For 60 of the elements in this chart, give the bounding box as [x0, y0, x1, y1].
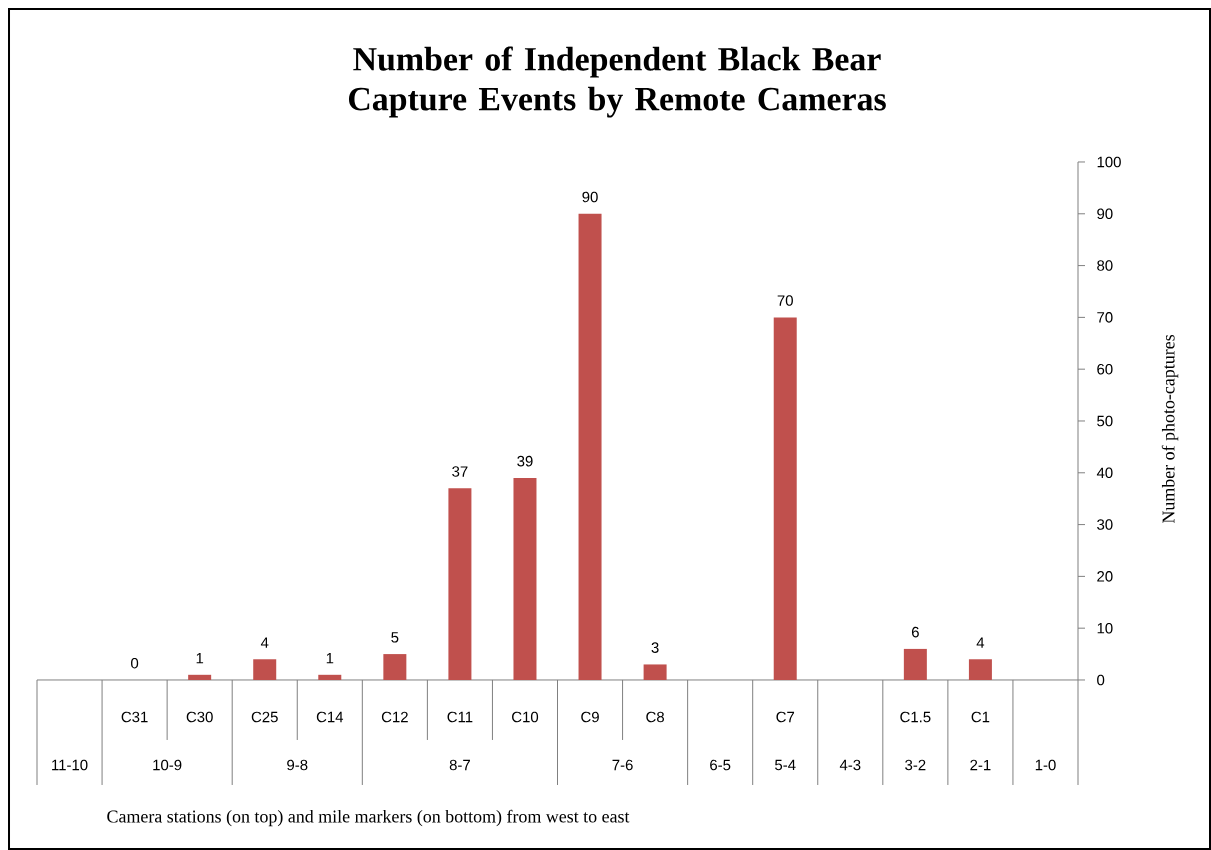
y-tick-label: 100 [1097, 156, 1121, 168]
y-tick-label: 70 [1097, 312, 1113, 323]
bar [968, 659, 992, 680]
text: 3-2 [905, 759, 926, 771]
text: 9-8 [287, 759, 308, 771]
bar [903, 648, 927, 680]
y-tick-label: 80 [1097, 260, 1113, 271]
y-tick-label: 10 [1097, 622, 1113, 634]
bar [253, 659, 277, 680]
x-tick-label: C8 [646, 711, 664, 723]
y-tick-label: 60 [1097, 363, 1113, 375]
data-label: 0 [131, 657, 139, 669]
y-tick-label: 40 [1096, 467, 1113, 479]
bar [188, 674, 212, 680]
y-axis-title: Number of photo-captures [1161, 335, 1179, 524]
bar [643, 664, 667, 680]
bar [383, 654, 407, 680]
x-tick-label: C25 [251, 711, 278, 723]
text: 7-6 [612, 759, 633, 771]
x-tick-label: C7 [776, 711, 795, 723]
x-tick-label: C9 [581, 711, 599, 723]
text: 6-5 [710, 759, 731, 771]
y-tick-label: 30 [1097, 519, 1113, 530]
y-tick-label: 20 [1097, 571, 1113, 582]
x-tick-label: C1.5 [900, 711, 931, 723]
text: 2-1 [970, 759, 991, 771]
data-label: 4 [976, 637, 985, 648]
data-label: 1 [326, 653, 334, 664]
data-label: 90 [582, 191, 598, 203]
y-tick-label: 0 [1097, 674, 1105, 686]
bar [513, 477, 537, 680]
x-axis-title: Camera stations (on top) and mile markers (on bottom) from west to east [107, 809, 630, 827]
data-label: 70 [777, 295, 793, 306]
x-tick-label: C12 [381, 711, 408, 723]
x-tick-label: C10 [512, 711, 539, 723]
text: 1-0 [1035, 759, 1056, 771]
text: 8-7 [449, 759, 470, 771]
x-tick-label: C1 [971, 711, 990, 723]
text: 10-9 [153, 759, 182, 771]
bar [578, 213, 602, 680]
data-label: 3 [651, 642, 659, 653]
data-label: 6 [911, 626, 919, 638]
data-label: 1 [196, 653, 204, 664]
data-label: 39 [517, 455, 533, 467]
data-label: 4 [260, 637, 269, 648]
text: 11-10 [52, 759, 88, 771]
x-tick-label: C14 [316, 711, 344, 723]
bar [773, 317, 797, 680]
x-tick-label: C11 [447, 711, 473, 723]
x-tick-label: C30 [186, 711, 213, 723]
y-tick-label: 90 [1097, 208, 1113, 220]
bar [448, 488, 472, 680]
bar [318, 674, 342, 680]
text: 4-3 [839, 759, 861, 771]
chart-title: Number of Independent Black Bear Capture Events by Remote Cameras [348, 46, 886, 118]
data-label: 5 [391, 632, 399, 643]
y-tick-label: 50 [1097, 415, 1113, 427]
x-tick-label: C31 [121, 711, 148, 723]
text: 5-4 [775, 759, 796, 771]
data-label: 37 [452, 466, 468, 477]
